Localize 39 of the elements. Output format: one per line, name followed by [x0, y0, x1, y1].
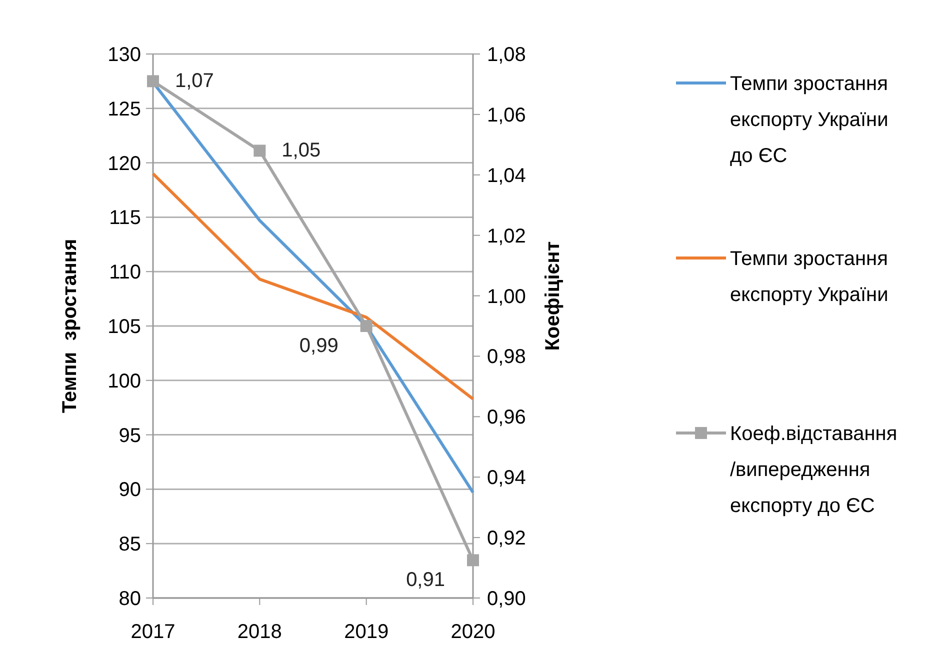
y-tick-label: 100 [108, 370, 141, 392]
data-label: 1,07 [175, 70, 214, 92]
y2-tick-label: 0,96 [487, 406, 526, 429]
y2-tick-label: 1,06 [487, 104, 526, 126]
data-label: 0,99 [299, 335, 338, 357]
legend-label: Темпи зростання експорту України [730, 248, 888, 306]
line-series [152, 172, 474, 400]
x-tick-label: 2020 [450, 621, 496, 643]
x-tick-label: 2019 [344, 621, 389, 643]
legend-label: Коеф.відставання /випередження експорту до ЄС [730, 423, 898, 517]
y-tick-label: 85 [118, 534, 141, 556]
y-tick-label: 120 [108, 152, 141, 175]
y-tick-label: 110 [109, 262, 141, 284]
y2-tick-label: 0,92 [487, 528, 526, 550]
y-tick-label: 130 [108, 44, 141, 66]
x-tick-label: 2018 [237, 621, 282, 643]
data-label: 1,05 [282, 140, 321, 162]
data-label: 0,91 [406, 569, 445, 592]
y2-tick-label: 0,98 [487, 346, 526, 368]
y-tick-label: 115 [109, 207, 141, 230]
legend-label: Темпи зростання експорту України до ЄС [730, 73, 888, 167]
x-tick-label: 2017 [130, 621, 176, 643]
y-tick-label: 125 [108, 98, 141, 120]
y2-tick-label: 1,04 [487, 164, 526, 187]
y2-tick-label: 1,08 [487, 44, 526, 66]
y-tick-label: 80 [118, 588, 141, 610]
point [360, 320, 372, 332]
y2-tick-label: 1,00 [487, 286, 526, 308]
point [467, 554, 479, 566]
y2-tick-label: 0,94 [487, 467, 526, 490]
y2-tick-label: 0,90 [487, 588, 526, 610]
point [254, 144, 266, 157]
y-tick-label: 95 [118, 424, 141, 447]
y-tick-label: 90 [118, 479, 141, 502]
y-axis-title: Темпи зростання [59, 238, 81, 414]
y2-tick-label: 1,02 [487, 225, 526, 248]
point [147, 75, 159, 88]
y-tick-label: 105 [108, 316, 141, 338]
y2-axis-title: Коефіцієнт [542, 241, 564, 351]
